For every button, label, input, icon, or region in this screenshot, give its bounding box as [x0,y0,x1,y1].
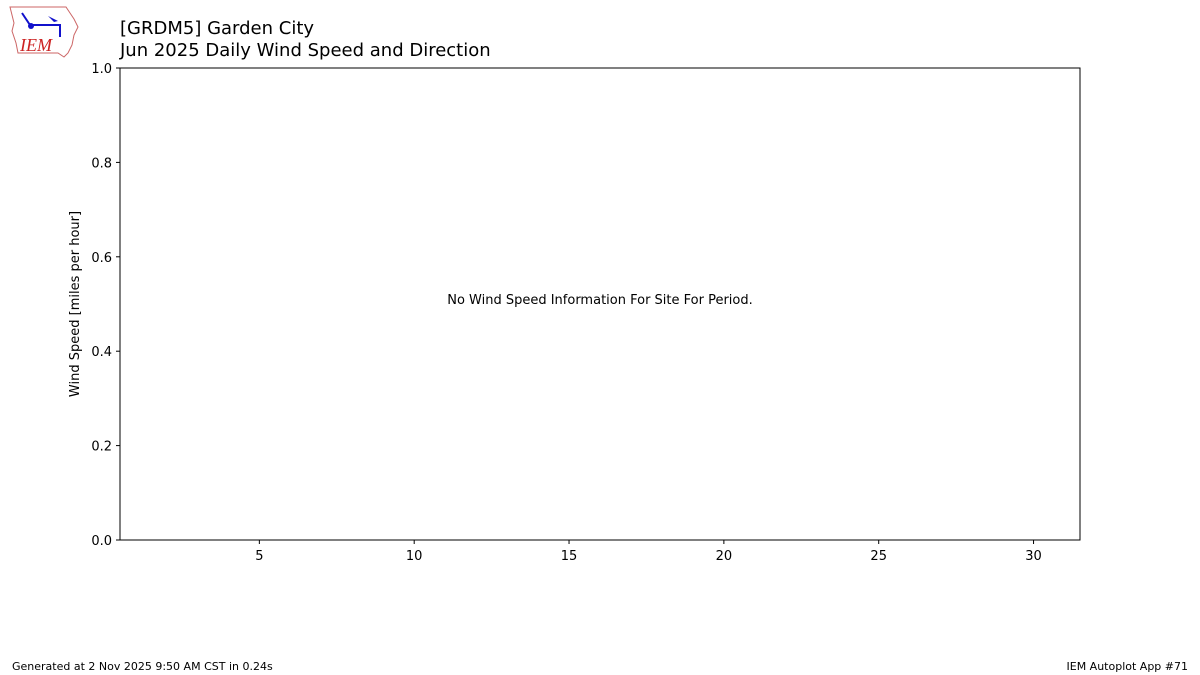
x-tick-label: 30 [1025,549,1042,564]
chart-title-line2: Jun 2025 Daily Wind Speed and Direction [120,40,491,61]
x-tick-label: 10 [406,549,423,564]
y-tick-label: 0.2 [91,440,112,455]
no-data-annotation: No Wind Speed Information For Site For P… [447,293,753,308]
y-tick-label: 0.0 [91,534,112,549]
x-axis: 5 10 15 20 25 30 [255,540,1042,564]
footer-generated: Generated at 2 Nov 2025 9:50 AM CST in 0… [12,660,273,673]
y-tick-label: 0.8 [91,156,112,171]
y-tick-label: 1.0 [91,62,112,77]
chart-title-line1: [GRDM5] Garden City [120,18,315,39]
x-tick-label: 5 [255,549,263,564]
plot-area [119,67,1081,541]
logo-text: IEM [19,35,53,55]
x-tick-label: 25 [870,549,887,564]
iem-logo: IEM [8,5,80,63]
x-tick-label: 20 [716,549,733,564]
footer-app: IEM Autoplot App #71 [1066,660,1189,673]
y-tick-label: 0.4 [91,345,112,360]
y-axis: 0.0 0.2 0.4 0.6 0.8 1.0 [91,62,120,549]
y-axis-label: Wind Speed [miles per hour] [68,211,83,397]
y-tick-label: 0.6 [91,251,112,266]
x-tick-label: 15 [561,549,578,564]
